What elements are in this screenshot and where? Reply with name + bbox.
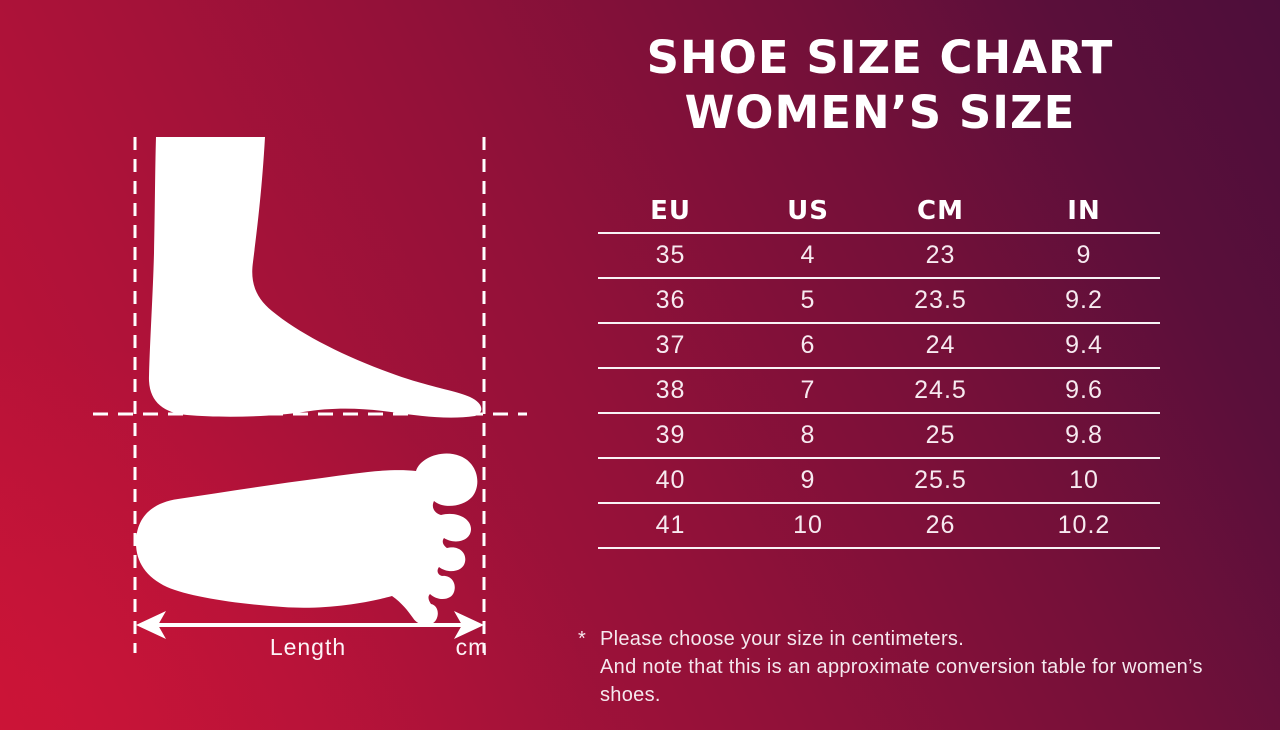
table-cell: 41 [655,511,686,539]
table-cell: 9 [1076,241,1092,269]
col-header-eu: EU [650,196,691,226]
cm-unit-label: cm [455,634,489,660]
table-row: 37 6 24 9.4 [598,324,1160,369]
table-cell: 4 [800,241,816,269]
table-cell: 9 [800,466,816,494]
col-header-us: US [787,196,829,226]
footprint-silhouette [136,453,478,626]
table-cell: 26 [925,511,956,539]
table-cell: 9.8 [1065,421,1103,449]
col-header-cm: CM [917,196,964,226]
table-cell: 23.5 [914,286,967,314]
footnote-line-2: And note that this is an approximate con… [578,653,1268,709]
table-cell: 23 [925,241,956,269]
length-arrowhead-right [454,611,484,639]
size-conversion-table: EU US CM IN 35 4 23 9 36 5 23.5 9.2 37 6… [598,191,1160,549]
table-cell: 37 [655,331,686,359]
table-row: 35 4 23 9 [598,234,1160,279]
table-cell: 38 [655,376,686,404]
table-row: 41 10 26 10.2 [598,504,1160,549]
table-cell: 10.2 [1057,511,1111,539]
table-cell: 9.4 [1065,331,1103,359]
table-cell: 9.2 [1065,286,1103,314]
table-cell: 6 [800,331,816,359]
table-cell: 10 [1069,466,1099,494]
footnote: * Please choose your size in centimeters… [578,625,1268,709]
footnote-line-1: * Please choose your size in centimeters… [578,625,1268,653]
table-cell: 7 [800,376,816,404]
length-arrowhead-left [136,611,166,639]
table-cell: 35 [655,241,686,269]
table-cell: 8 [800,421,816,449]
page-title: SHOE SIZE CHART WOMEN’S SIZE [580,30,1180,141]
footnote-indent [578,653,600,709]
footnote-asterisk: * [578,628,587,650]
table-cell: 40 [655,466,686,494]
title-line-1: SHOE SIZE CHART [646,31,1114,84]
table-cell: 36 [655,286,686,314]
foot-measurement-diagram [93,137,527,653]
table-row: 39 8 25 9.8 [598,414,1160,459]
table-cell: 25 [925,421,956,449]
table-row: 40 9 25.5 10 [598,459,1160,504]
table-cell: 10 [793,511,823,539]
foot-side-silhouette [148,137,482,418]
table-cell: 9.6 [1065,376,1103,404]
footnote-text-1: Please choose your size in centimeters. [600,628,965,650]
table-cell: 5 [800,286,816,314]
footnote-text-2: And note that this is an approximate con… [600,656,1203,706]
length-arrow [136,611,484,639]
table-row: 36 5 23.5 9.2 [598,279,1160,324]
table-cell: 24.5 [914,376,967,404]
table-cell: 24 [925,331,956,359]
title-line-2: WOMEN’S SIZE [684,86,1076,140]
table-cell: 25.5 [914,466,967,494]
table-row: 38 7 24.5 9.6 [598,369,1160,414]
col-header-in: IN [1067,196,1101,226]
table-header-row: EU US CM IN [598,191,1160,234]
length-label: Length [269,634,347,660]
table-cell: 39 [655,421,686,449]
